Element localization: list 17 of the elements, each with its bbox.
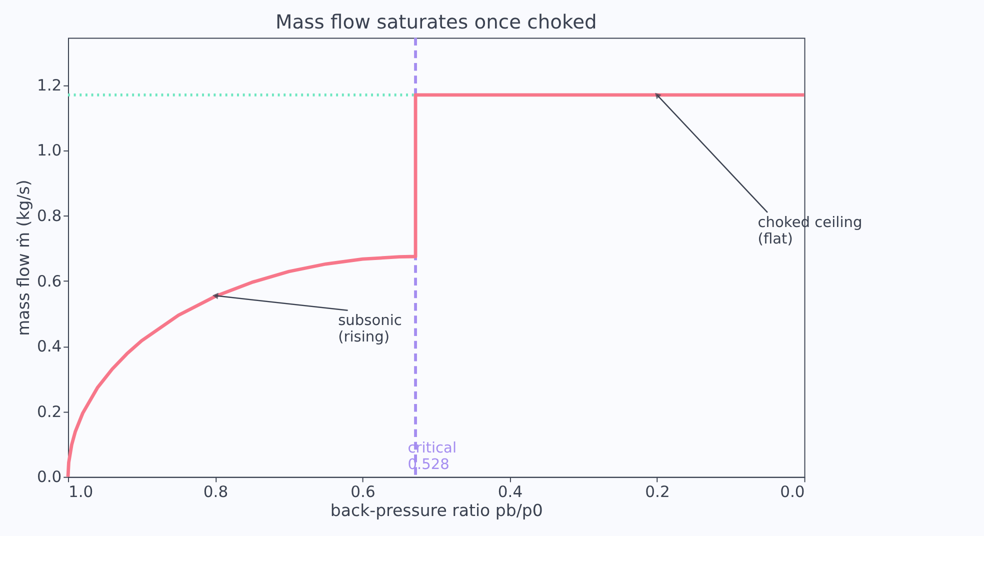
y-tick-label: 0.8: [36, 207, 62, 226]
x-axis-title: back-pressure ratio pb/p0: [330, 501, 543, 520]
x-tick-label: 0.2: [645, 482, 670, 501]
x-tick-label: 0.4: [498, 482, 523, 501]
annotation: subsonic (rising): [338, 312, 402, 346]
chart-title: Mass flow saturates once choked: [275, 10, 597, 34]
y-tick-label: 0.4: [36, 338, 62, 356]
x-tick-label: 1.0: [68, 482, 94, 501]
y-tick-label: 1.2: [36, 76, 62, 94]
x-tick-label: 0.0: [780, 482, 805, 501]
y-tick-label: 0.6: [36, 272, 62, 290]
y-tick-label: 0.0: [36, 468, 62, 486]
y-tick-label: 1.0: [36, 142, 62, 160]
y-tick-label: 0.2: [36, 402, 62, 421]
x-tick-label: 0.8: [203, 482, 228, 501]
y-axis-title: mass flow ṁ (kg/s): [14, 180, 34, 336]
x-tick-label: 0.6: [350, 482, 376, 501]
